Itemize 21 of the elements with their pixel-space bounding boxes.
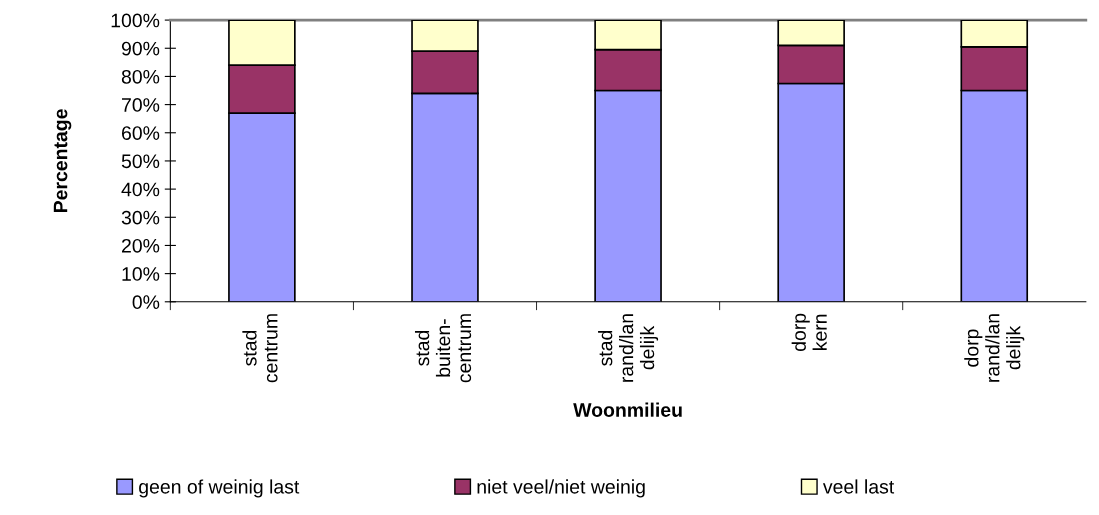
legend-label: niet veel/niet weinig [477, 479, 645, 498]
y-tick-label: 30% [121, 210, 160, 225]
x-tick-label: dorp kern [791, 313, 827, 351]
y-tick-label: 80% [121, 69, 160, 84]
y-tick-label: 50% [121, 154, 160, 169]
legend-label: geen of weinig last [139, 479, 300, 498]
x-tick-label: stad buiten- centrum [414, 314, 472, 383]
x-tick-label: dorp rand/lan delijk [964, 314, 1025, 382]
y-tick-label: 100% [111, 13, 160, 28]
y-tick-label: 90% [121, 41, 160, 56]
legend-label: veel last [822, 479, 895, 494]
x-tick-label: stad rand/lan delijk [598, 314, 659, 382]
y-tick-label: 0% [132, 295, 160, 310]
y-tick-label: 60% [122, 126, 160, 140]
y-tick-label: 40% [121, 182, 160, 197]
y-axis-title: Percentage [53, 109, 72, 213]
y-tick-label: 10% [122, 267, 160, 281]
y-tick-label: 20% [121, 238, 160, 253]
x-tick-label: stad centrum [242, 314, 278, 383]
x-axis-title: Woonmilieu [573, 402, 682, 417]
y-tick-label: 70% [122, 98, 160, 112]
